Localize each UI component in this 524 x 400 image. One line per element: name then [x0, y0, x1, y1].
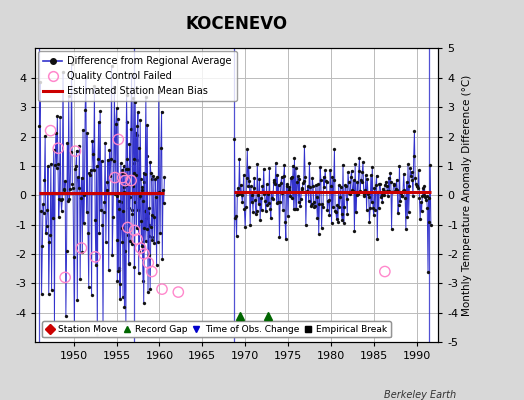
- Difference from Regional Average: [73, 148, 80, 153]
- Difference from Regional Average: [94, 332, 101, 337]
- Quality Control Failed: [127, 177, 135, 184]
- Quality Control Failed: [114, 136, 123, 143]
- Quality Control Failed: [71, 148, 80, 154]
- Y-axis label: Monthly Temperature Anomaly Difference (°C): Monthly Temperature Anomaly Difference (…: [462, 74, 472, 316]
- Difference from Regional Average: [110, 214, 116, 219]
- Quality Control Failed: [136, 245, 145, 251]
- Title: KOCENEVO: KOCENEVO: [185, 15, 288, 33]
- Difference from Regional Average: [68, 149, 74, 154]
- Quality Control Failed: [140, 251, 148, 257]
- Quality Control Failed: [380, 268, 389, 275]
- Estimated Station Mean Bias: [36, 190, 42, 195]
- Quality Control Failed: [47, 128, 55, 134]
- Quality Control Failed: [130, 227, 139, 234]
- Quality Control Failed: [174, 289, 182, 295]
- Quality Control Failed: [158, 286, 166, 292]
- Difference from Regional Average: [149, 234, 156, 239]
- Quality Control Failed: [118, 174, 127, 181]
- Quality Control Failed: [144, 260, 152, 266]
- Difference from Regional Average: [36, 123, 42, 128]
- Difference from Regional Average: [120, 294, 126, 299]
- Line: Difference from Regional Average: Difference from Regional Average: [38, 62, 154, 336]
- Quality Control Failed: [148, 268, 156, 275]
- Quality Control Failed: [61, 274, 69, 280]
- Quality Control Failed: [91, 254, 100, 260]
- Estimated Station Mean Bias: [148, 190, 154, 195]
- Difference from Regional Average: [69, 61, 75, 66]
- Difference from Regional Average: [133, 131, 139, 136]
- Quality Control Failed: [133, 236, 141, 242]
- Text: Berkeley Earth: Berkeley Earth: [384, 390, 456, 400]
- Difference from Regional Average: [82, 108, 89, 112]
- Legend: Station Move, Record Gap, Time of Obs. Change, Empirical Break: Station Move, Record Gap, Time of Obs. C…: [42, 321, 391, 338]
- Quality Control Failed: [54, 145, 62, 152]
- Quality Control Failed: [111, 174, 119, 181]
- Quality Control Failed: [121, 177, 129, 184]
- Quality Control Failed: [77, 245, 85, 251]
- Quality Control Failed: [124, 224, 132, 231]
